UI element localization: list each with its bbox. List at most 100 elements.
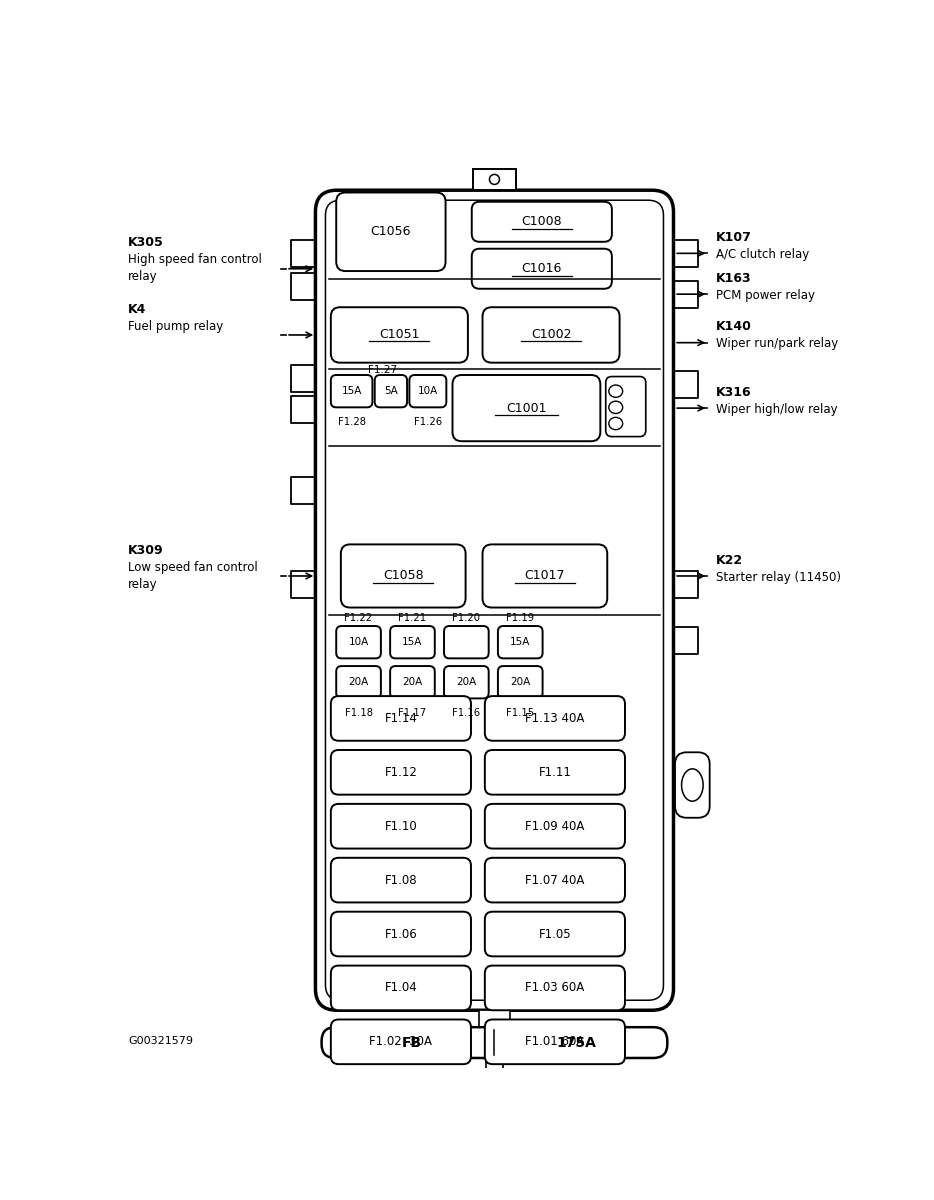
FancyBboxPatch shape (444, 626, 488, 659)
Text: F1.20: F1.20 (452, 613, 480, 623)
FancyBboxPatch shape (336, 666, 381, 698)
Text: FB: FB (402, 1036, 422, 1050)
Text: F1.08: F1.08 (385, 874, 417, 887)
Bar (474, 169, 516, 190)
FancyBboxPatch shape (336, 192, 446, 271)
Text: F1.22: F1.22 (345, 613, 373, 623)
Text: F1.28: F1.28 (337, 416, 365, 426)
Text: F1.16: F1.16 (452, 708, 480, 719)
FancyBboxPatch shape (331, 307, 468, 362)
FancyBboxPatch shape (331, 966, 471, 1010)
Text: C1008: C1008 (521, 215, 562, 228)
Text: F1.09 40A: F1.09 40A (525, 820, 585, 833)
Text: G00321579: G00321579 (128, 1037, 193, 1046)
Text: K305: K305 (128, 236, 164, 250)
Text: 10A: 10A (417, 386, 438, 396)
FancyBboxPatch shape (390, 626, 435, 659)
FancyBboxPatch shape (444, 666, 488, 698)
Ellipse shape (609, 385, 623, 397)
FancyBboxPatch shape (485, 750, 625, 794)
Text: PCM power relay: PCM power relay (715, 289, 814, 302)
Text: Fuel pump relay: Fuel pump relay (128, 319, 223, 332)
Text: C1002: C1002 (531, 329, 572, 342)
Text: 5A: 5A (384, 386, 398, 396)
Text: F1.05: F1.05 (539, 928, 572, 941)
Text: F1.18: F1.18 (345, 708, 373, 719)
Text: relay: relay (128, 577, 158, 590)
FancyBboxPatch shape (331, 750, 471, 794)
Text: F1.10: F1.10 (385, 820, 417, 833)
FancyBboxPatch shape (331, 858, 471, 902)
Text: F1.15: F1.15 (506, 708, 534, 719)
Text: K309: K309 (128, 544, 164, 557)
Text: 10A: 10A (348, 637, 369, 647)
FancyBboxPatch shape (331, 804, 471, 848)
FancyBboxPatch shape (472, 202, 612, 241)
FancyBboxPatch shape (483, 545, 607, 607)
FancyBboxPatch shape (485, 912, 625, 956)
FancyBboxPatch shape (485, 858, 625, 902)
Text: 15A: 15A (342, 386, 361, 396)
Text: F1.06: F1.06 (385, 928, 417, 941)
Text: K22: K22 (715, 553, 743, 566)
Text: F1.11: F1.11 (539, 766, 572, 779)
FancyBboxPatch shape (331, 696, 471, 740)
Ellipse shape (609, 418, 623, 430)
FancyBboxPatch shape (498, 626, 543, 659)
Text: Starter relay (11450): Starter relay (11450) (715, 571, 841, 583)
Text: C1001: C1001 (506, 402, 546, 415)
Text: 20A: 20A (403, 677, 422, 688)
Text: 15A: 15A (403, 637, 423, 647)
FancyBboxPatch shape (606, 377, 645, 437)
Text: K163: K163 (715, 272, 752, 284)
FancyBboxPatch shape (331, 912, 471, 956)
Text: F1.12: F1.12 (385, 766, 417, 779)
Text: K140: K140 (715, 320, 752, 334)
Text: C1056: C1056 (371, 224, 411, 238)
Text: F1.26: F1.26 (414, 416, 442, 426)
Ellipse shape (682, 769, 703, 802)
FancyBboxPatch shape (675, 752, 710, 817)
Text: F1.14: F1.14 (385, 712, 417, 725)
Text: F1.19: F1.19 (506, 613, 534, 623)
Text: 20A: 20A (456, 677, 476, 688)
FancyBboxPatch shape (485, 966, 625, 1010)
Text: 20A: 20A (510, 677, 531, 688)
Text: K316: K316 (715, 386, 752, 398)
FancyBboxPatch shape (390, 666, 435, 698)
Text: relay: relay (128, 270, 158, 283)
FancyBboxPatch shape (452, 374, 601, 442)
FancyBboxPatch shape (485, 804, 625, 848)
Text: F1.04: F1.04 (385, 982, 417, 995)
Text: F1.21: F1.21 (399, 613, 427, 623)
FancyBboxPatch shape (331, 1020, 471, 1064)
FancyBboxPatch shape (375, 374, 407, 407)
Text: F1.07 40A: F1.07 40A (525, 874, 585, 887)
Text: Wiper high/low relay: Wiper high/low relay (715, 403, 838, 416)
Text: C1016: C1016 (521, 263, 562, 275)
Text: C1051: C1051 (379, 329, 419, 342)
FancyBboxPatch shape (498, 666, 543, 698)
Text: Low speed fan control: Low speed fan control (128, 560, 258, 574)
FancyBboxPatch shape (331, 374, 373, 407)
Text: 20A: 20A (348, 677, 369, 688)
Text: Wiper run/park relay: Wiper run/park relay (715, 337, 838, 350)
Bar (479, 1010, 510, 1027)
FancyBboxPatch shape (316, 190, 673, 1010)
FancyBboxPatch shape (483, 307, 619, 362)
Text: F1.01 60A: F1.01 60A (525, 1036, 585, 1049)
FancyBboxPatch shape (485, 696, 625, 740)
Text: C1058: C1058 (383, 570, 423, 582)
Text: F1.02  30A: F1.02 30A (370, 1036, 432, 1049)
FancyBboxPatch shape (472, 248, 612, 289)
Text: C1017: C1017 (525, 570, 565, 582)
FancyBboxPatch shape (409, 374, 446, 407)
FancyBboxPatch shape (485, 1020, 625, 1064)
Bar (486, 1058, 502, 1069)
FancyBboxPatch shape (336, 626, 381, 659)
Text: F1.27: F1.27 (368, 365, 397, 376)
Text: High speed fan control: High speed fan control (128, 253, 262, 266)
Text: F1.17: F1.17 (399, 708, 427, 719)
Text: K4: K4 (128, 302, 147, 316)
Text: K107: K107 (715, 232, 752, 244)
